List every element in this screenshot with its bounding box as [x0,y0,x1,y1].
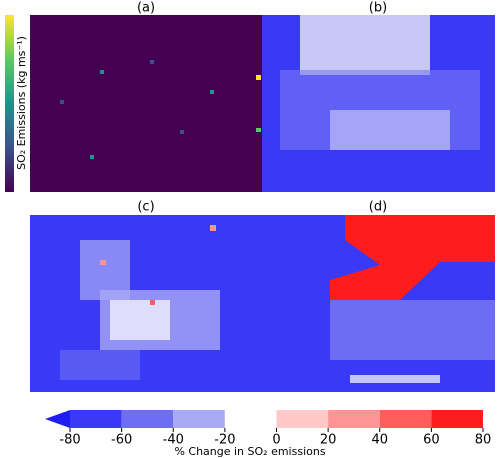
panel-title: (c) [137,200,154,215]
panel-d [262,215,495,392]
emissions-colorbar [5,15,14,192]
panel-b [262,15,495,192]
x-tick-label: -80 [59,433,80,448]
color-bin [173,410,225,428]
x-tick-label: 20 [320,433,337,448]
color-bin [224,410,277,428]
x-tick-label: -60 [111,433,132,448]
x-tick-label: -20 [214,433,235,448]
color-bin [328,410,380,428]
panel-title: (b) [369,1,387,16]
color-bin [276,410,329,428]
extend-arrow [45,410,70,428]
color-bin [431,410,483,428]
panel-a [30,15,262,192]
panel-title: (a) [137,1,155,16]
color-bin [70,410,122,428]
emissions-label: SO₂ Emissions (kg ms⁻¹) [15,36,28,170]
color-bin [379,410,432,428]
panel-c [30,215,262,392]
x-tick-label: -40 [163,433,184,448]
x-tick-label: 80 [475,433,492,448]
x-tick-label: 40 [371,433,388,448]
x-tick-label: 60 [423,433,440,448]
panel-title: (d) [369,200,387,215]
colorbar-label: % Change in SO₂ emissions [174,445,325,458]
x-tick-label: 0 [272,433,280,448]
color-bin [121,410,174,428]
